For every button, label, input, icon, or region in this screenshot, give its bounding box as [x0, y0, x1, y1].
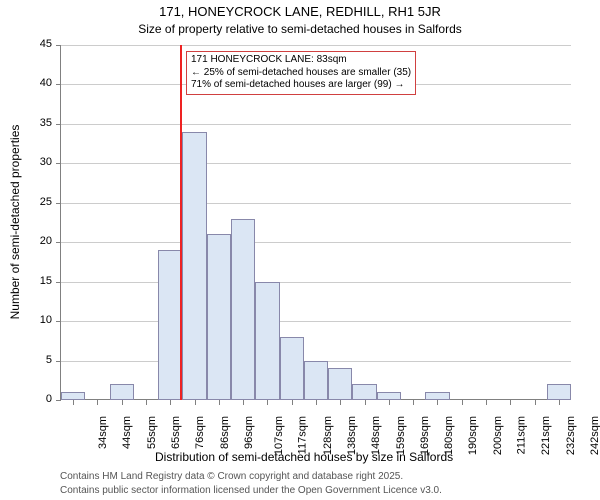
- y-tick-label: 0: [30, 393, 52, 405]
- y-tick-label: 20: [30, 235, 52, 247]
- x-tick-label: 55sqm: [146, 416, 158, 449]
- x-tick-mark: [365, 400, 366, 405]
- x-tick-label: 34sqm: [97, 416, 109, 449]
- x-tick-label: 211sqm: [515, 416, 527, 454]
- y-tick-mark: [56, 84, 61, 85]
- y-axis-label: Number of semi-detached properties: [8, 112, 22, 332]
- histogram-bar: [377, 392, 401, 400]
- x-tick-label: 169sqm: [419, 416, 431, 455]
- x-tick-mark: [195, 400, 196, 405]
- x-tick-mark: [292, 400, 293, 405]
- chart-title: 171, HONEYCROCK LANE, REDHILL, RH1 5JR: [0, 0, 600, 21]
- y-tick-mark: [56, 45, 61, 46]
- x-tick-label: 65sqm: [170, 416, 182, 449]
- x-tick-mark: [535, 400, 536, 405]
- histogram-bar: [207, 234, 231, 400]
- x-tick-mark: [146, 400, 147, 405]
- x-tick-mark: [219, 400, 220, 405]
- y-tick-mark: [56, 163, 61, 164]
- x-tick-mark: [97, 400, 98, 405]
- y-tick-mark: [56, 124, 61, 125]
- y-tick-mark: [56, 203, 61, 204]
- x-tick-label: 44sqm: [121, 416, 133, 449]
- y-tick-mark: [56, 361, 61, 362]
- x-tick-label: 138sqm: [346, 416, 358, 455]
- x-tick-label: 107sqm: [273, 416, 285, 455]
- y-tick-label: 40: [30, 77, 52, 89]
- chart-container: 171, HONEYCROCK LANE, REDHILL, RH1 5JR S…: [0, 0, 600, 500]
- x-tick-label: 221sqm: [540, 416, 552, 455]
- histogram-bar: [304, 361, 328, 400]
- chart-footer: Contains HM Land Registry data © Crown c…: [60, 470, 442, 497]
- annotation-box: 171 HONEYCROCK LANE: 83sqm← 25% of semi-…: [186, 51, 416, 95]
- histogram-bar: [280, 337, 304, 400]
- footer-line-1: Contains HM Land Registry data © Crown c…: [60, 470, 442, 484]
- x-tick-label: 117sqm: [297, 416, 309, 454]
- y-tick-label: 30: [30, 156, 52, 168]
- x-tick-mark: [510, 400, 511, 405]
- x-tick-label: 242sqm: [589, 416, 600, 455]
- x-tick-mark: [559, 400, 560, 405]
- histogram-bar: [328, 368, 352, 400]
- x-tick-label: 190sqm: [468, 416, 480, 455]
- histogram-bar: [158, 250, 182, 400]
- gridline: [61, 203, 571, 204]
- y-tick-label: 35: [30, 117, 52, 129]
- footer-line-2: Contains public sector information licen…: [60, 484, 442, 498]
- plot-area: 171 HONEYCROCK LANE: 83sqm← 25% of semi-…: [60, 45, 570, 400]
- histogram-bar: [255, 282, 279, 400]
- x-tick-mark: [340, 400, 341, 405]
- chart-subtitle: Size of property relative to semi-detach…: [0, 21, 600, 36]
- x-tick-label: 96sqm: [243, 416, 255, 449]
- y-tick-label: 5: [30, 354, 52, 366]
- x-tick-label: 76sqm: [194, 416, 206, 449]
- x-tick-mark: [486, 400, 487, 405]
- histogram-bar: [352, 384, 376, 400]
- y-tick-label: 45: [30, 38, 52, 50]
- y-tick-mark: [56, 400, 61, 401]
- y-tick-mark: [56, 242, 61, 243]
- y-tick-label: 25: [30, 196, 52, 208]
- x-tick-mark: [316, 400, 317, 405]
- annotation-line: 171 HONEYCROCK LANE: 83sqm: [191, 54, 411, 67]
- histogram-bar: [182, 132, 206, 400]
- y-tick-mark: [56, 321, 61, 322]
- x-tick-mark: [243, 400, 244, 405]
- annotation-line: ← 25% of semi-detached houses are smalle…: [191, 67, 411, 80]
- property-marker-line: [180, 45, 182, 400]
- histogram-bar: [110, 384, 134, 400]
- x-tick-label: 180sqm: [443, 416, 455, 455]
- histogram-bar: [231, 219, 255, 400]
- x-tick-label: 232sqm: [565, 416, 577, 455]
- gridline: [61, 124, 571, 125]
- x-tick-label: 159sqm: [395, 416, 407, 455]
- x-tick-mark: [170, 400, 171, 405]
- x-tick-mark: [413, 400, 414, 405]
- y-tick-label: 15: [30, 275, 52, 287]
- gridline: [61, 321, 571, 322]
- annotation-line: 71% of semi-detached houses are larger (…: [191, 79, 411, 92]
- y-tick-mark: [56, 282, 61, 283]
- x-tick-mark: [122, 400, 123, 405]
- x-tick-label: 200sqm: [492, 416, 504, 455]
- x-tick-mark: [437, 400, 438, 405]
- gridline: [61, 282, 571, 283]
- x-tick-label: 148sqm: [370, 416, 382, 455]
- gridline: [61, 242, 571, 243]
- gridline: [61, 45, 571, 46]
- x-tick-mark: [73, 400, 74, 405]
- x-tick-mark: [462, 400, 463, 405]
- y-tick-label: 10: [30, 314, 52, 326]
- histogram-bar: [425, 392, 449, 400]
- x-tick-mark: [389, 400, 390, 405]
- x-tick-mark: [267, 400, 268, 405]
- x-tick-label: 128sqm: [322, 416, 334, 455]
- gridline: [61, 163, 571, 164]
- histogram-bar: [547, 384, 571, 400]
- x-tick-label: 86sqm: [219, 416, 231, 449]
- histogram-bar: [61, 392, 85, 400]
